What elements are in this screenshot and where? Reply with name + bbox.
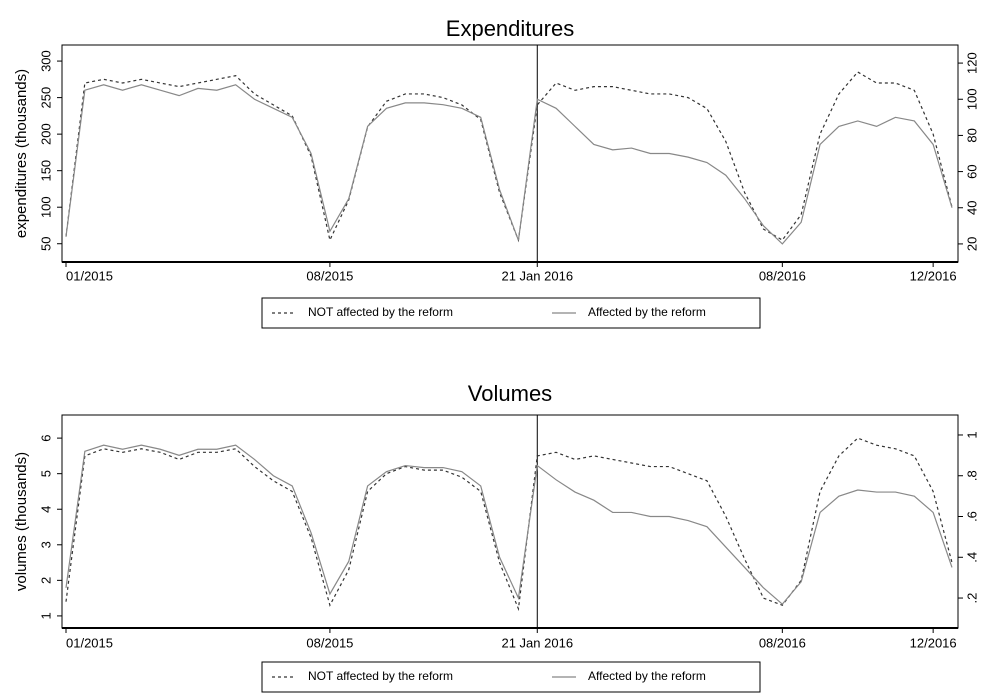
y-tick-label: 200 — [38, 123, 53, 145]
y-tick-label: 150 — [38, 160, 53, 182]
chart-title: Expenditures — [446, 16, 574, 41]
y2-tick-label: 100 — [964, 88, 979, 110]
y2-tick-label: 20 — [964, 237, 979, 251]
plot-frame — [61, 414, 959, 629]
y-tick-label: 2 — [38, 577, 53, 584]
x-tick-label: 21 Jan 2016 — [501, 268, 573, 283]
series-line — [65, 84, 953, 245]
series-line — [65, 437, 953, 612]
y2-tick-label: .6 — [964, 511, 979, 522]
y2-tick-label: 60 — [964, 164, 979, 178]
series-line — [65, 71, 953, 243]
x-tick-label: 01/2015 — [66, 635, 113, 650]
x-tick-label: 12/2016 — [910, 635, 957, 650]
legend-box — [261, 661, 761, 693]
x-tick-label: 12/2016 — [910, 268, 957, 283]
y-tick-label: 100 — [38, 196, 53, 218]
y2-tick-label: 80 — [964, 128, 979, 142]
y-tick-label: 300 — [38, 50, 53, 72]
legend-label: NOT affected by the reform — [308, 669, 453, 683]
legend-label: NOT affected by the reform — [308, 305, 453, 319]
y2-tick-label: .2 — [964, 593, 979, 604]
x-tick-label: 08/2015 — [306, 635, 353, 650]
y-tick-label: 5 — [38, 470, 53, 477]
plot-frame — [61, 44, 959, 263]
x-tick-label: 21 Jan 2016 — [501, 635, 573, 650]
legend-label: Affected by the reform — [588, 669, 706, 683]
legend-label: Affected by the reform — [588, 305, 706, 319]
y-tick-label: 3 — [38, 541, 53, 548]
series-line — [65, 444, 953, 606]
chart-title: Volumes — [468, 381, 552, 406]
legend-box — [261, 297, 761, 329]
y-tick-label: 6 — [38, 434, 53, 441]
y-axis-label: expenditures (thousands) — [13, 69, 30, 238]
y2-tick-label: .8 — [964, 470, 979, 481]
y-axis-label: volumes (thousands) — [13, 452, 30, 591]
y-tick-label: 4 — [38, 506, 53, 513]
y2-tick-label: 1 — [964, 431, 979, 438]
y2-tick-label: .4 — [964, 552, 979, 563]
y-tick-label: 250 — [38, 87, 53, 109]
x-tick-label: 08/2016 — [759, 268, 806, 283]
x-tick-label: 08/2015 — [306, 268, 353, 283]
y2-tick-label: 40 — [964, 201, 979, 215]
x-tick-label: 08/2016 — [759, 635, 806, 650]
y2-tick-label: 120 — [964, 52, 979, 74]
x-tick-label: 01/2015 — [66, 268, 113, 283]
y-tick-label: 1 — [38, 612, 53, 619]
y-tick-label: 50 — [38, 236, 53, 250]
